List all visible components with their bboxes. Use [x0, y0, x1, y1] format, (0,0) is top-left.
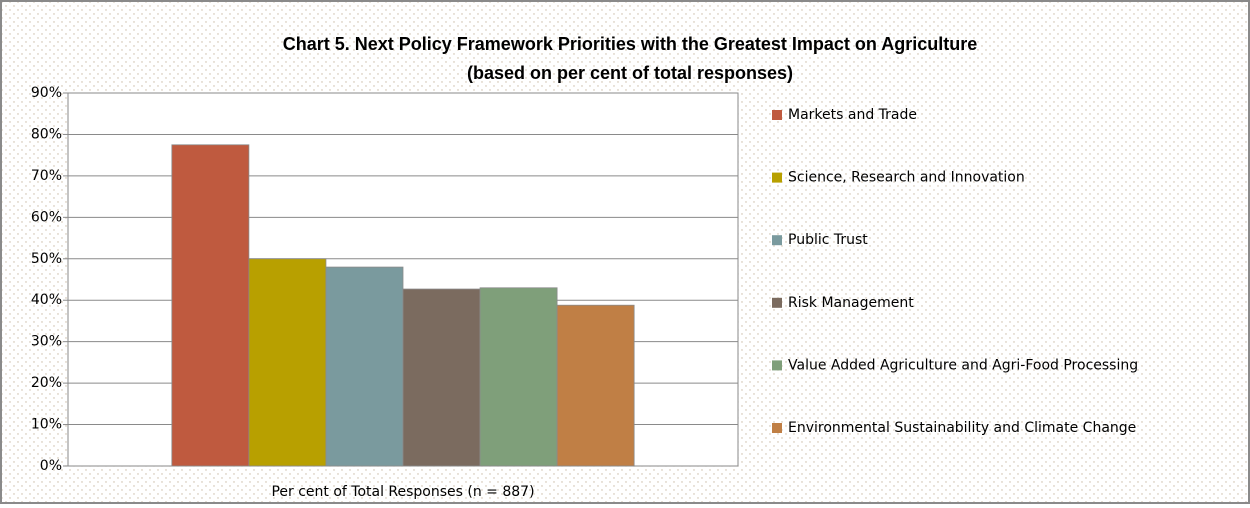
y-tick-label: 80%	[31, 126, 62, 142]
y-tick-label: 70%	[31, 168, 62, 184]
legend-swatch	[772, 423, 782, 433]
bar	[402, 288, 481, 467]
bar	[248, 258, 327, 467]
y-tick-label: 90%	[31, 85, 62, 101]
legend-label: Environmental Sustainability and Climate…	[788, 420, 1136, 436]
legend-label: Value Added Agriculture and Agri-Food Pr…	[788, 357, 1138, 373]
legend-swatch	[772, 110, 782, 120]
x-tick-label: Per cent of Total Responses (n = 887)	[271, 484, 534, 500]
y-tick-label: 20%	[31, 375, 62, 391]
legend-swatch	[772, 360, 782, 371]
legend-swatch	[772, 297, 782, 308]
bar	[556, 304, 635, 467]
legend-swatch	[772, 235, 782, 246]
bar	[325, 266, 404, 467]
y-tick-label: 0%	[40, 458, 62, 474]
y-tick-label: 60%	[31, 209, 62, 225]
y-tick-label: 50%	[31, 251, 62, 267]
legend-swatch	[772, 172, 782, 183]
legend-label: Markets and Trade	[788, 107, 917, 123]
legend-label: Public Trust	[788, 232, 868, 248]
y-tick-label: 30%	[31, 334, 62, 350]
chart-title: Chart 5. Next Policy Framework Prioritie…	[283, 34, 978, 54]
y-tick-label: 40%	[31, 292, 62, 308]
legend-label: Risk Management	[788, 295, 914, 311]
chart-subtitle: (based on per cent of total responses)	[467, 63, 793, 83]
legend-label: Science, Research and Innovation	[788, 170, 1025, 186]
bar	[479, 287, 558, 467]
y-tick-label: 10%	[31, 417, 62, 433]
bar	[171, 144, 250, 467]
